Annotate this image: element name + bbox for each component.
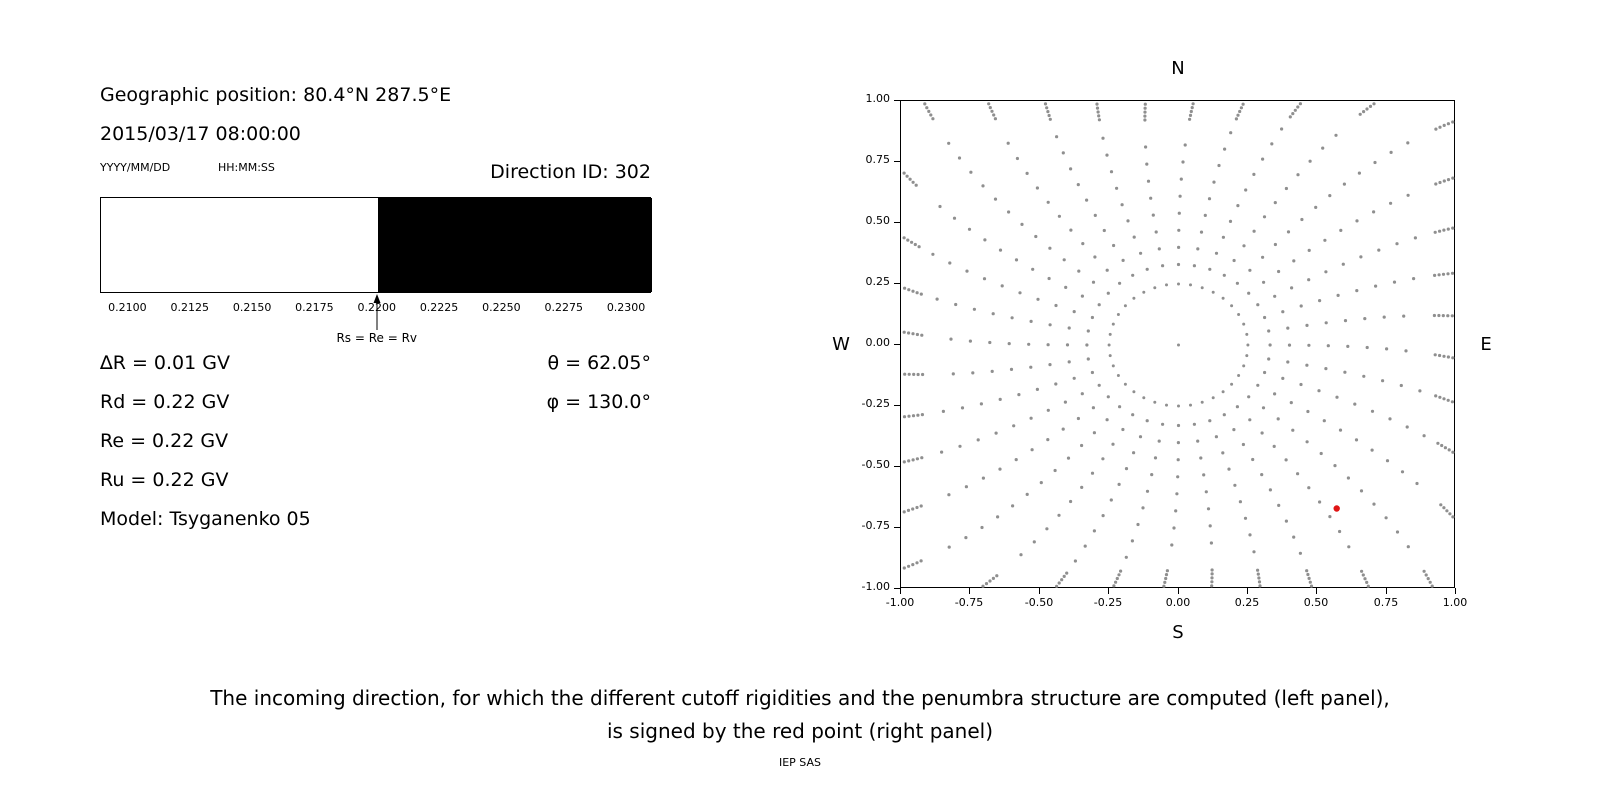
- penumbra-axis: 0.2100 0.2125 0.2150 0.2175 0.2200 0.2225 0.22…: [100, 301, 651, 315]
- param-rd: Rd = 0.22 GV: [100, 391, 230, 413]
- x-tick-label: -1.00: [885, 596, 915, 609]
- time-format-label: HH:MM:SS: [218, 161, 275, 174]
- datetime-label: 2015/03/17 08:00:00: [100, 123, 301, 145]
- x-tick-label: 0.00: [1165, 596, 1191, 609]
- penumbra-forbidden-region: [377, 198, 652, 292]
- penumbra-panel: 0.2100 0.2125 0.2150 0.2175 0.2200 0.2225 0.22…: [100, 197, 652, 347]
- x-tick-label: -0.75: [954, 596, 984, 609]
- y-tick-label: -0.50: [861, 458, 890, 471]
- x-tick-label: 1.00: [1442, 596, 1468, 609]
- param-ru: Ru = 0.22 GV: [100, 469, 229, 491]
- penumbra-tick-label: 0.2150: [232, 301, 272, 314]
- cutoff-arrow-label: Rs = Re = Rv: [336, 331, 418, 345]
- y-tick-label: 0.75: [865, 153, 891, 166]
- direction-plot: [900, 100, 1455, 588]
- y-tick-label: 1.00: [865, 92, 891, 105]
- selected-direction-point: [1333, 505, 1340, 512]
- penumbra-tick-label: 0.2300: [606, 301, 646, 314]
- y-tick-label: 0.50: [865, 214, 891, 227]
- x-tick-label: 0.50: [1303, 596, 1329, 609]
- param-re: Re = 0.22 GV: [100, 430, 229, 452]
- x-tick-label: -0.50: [1024, 596, 1054, 609]
- cutoff-arrow-icon: [373, 294, 381, 330]
- x-tick-label: -0.25: [1093, 596, 1123, 609]
- x-tick-label: 0.25: [1234, 596, 1260, 609]
- penumbra-tick-label: 0.2125: [170, 301, 210, 314]
- penumbra-tick-label: 0.2275: [544, 301, 583, 314]
- y-tick-label: -0.75: [861, 519, 890, 532]
- credit-label: IEP SAS: [778, 756, 822, 769]
- theta-label: θ = 62.05°: [547, 352, 651, 374]
- penumbra-bar: [100, 197, 652, 293]
- tick-mark: [894, 588, 900, 589]
- compass-north-label: N: [1171, 58, 1185, 79]
- direction-scatter: [902, 102, 1455, 588]
- param-model: Model: Tsyganenko 05: [100, 508, 311, 530]
- compass-west-label: W: [832, 334, 850, 355]
- penumbra-tick-label: 0.2175: [295, 301, 334, 314]
- penumbra-tick-label: 0.2250: [482, 301, 521, 314]
- compass-east-label: E: [1480, 334, 1492, 355]
- penumbra-tick-label: 0.2100: [108, 301, 147, 314]
- y-tick-label: -0.25: [861, 397, 890, 410]
- x-tick-label: 0.75: [1373, 596, 1399, 609]
- y-tick-label: -1.00: [861, 580, 890, 593]
- param-delta-r: ∆R = 0.01 GV: [100, 352, 230, 374]
- date-format-label: YYYY/MM/DD: [100, 161, 171, 174]
- direction-id-label: Direction ID: 302: [490, 161, 651, 183]
- y-tick-label: 0.25: [865, 275, 891, 288]
- penumbra-tick-label: 0.2225: [419, 301, 459, 314]
- caption-line2: is signed by the red point (right panel): [606, 719, 994, 743]
- phi-label: φ = 130.0°: [546, 391, 651, 413]
- compass-south-label: S: [1172, 622, 1184, 643]
- geographic-position-label: Geographic position: 80.4°N 287.5°E: [100, 84, 452, 106]
- caption-line1: The incoming direction, for which the di…: [210, 686, 1390, 710]
